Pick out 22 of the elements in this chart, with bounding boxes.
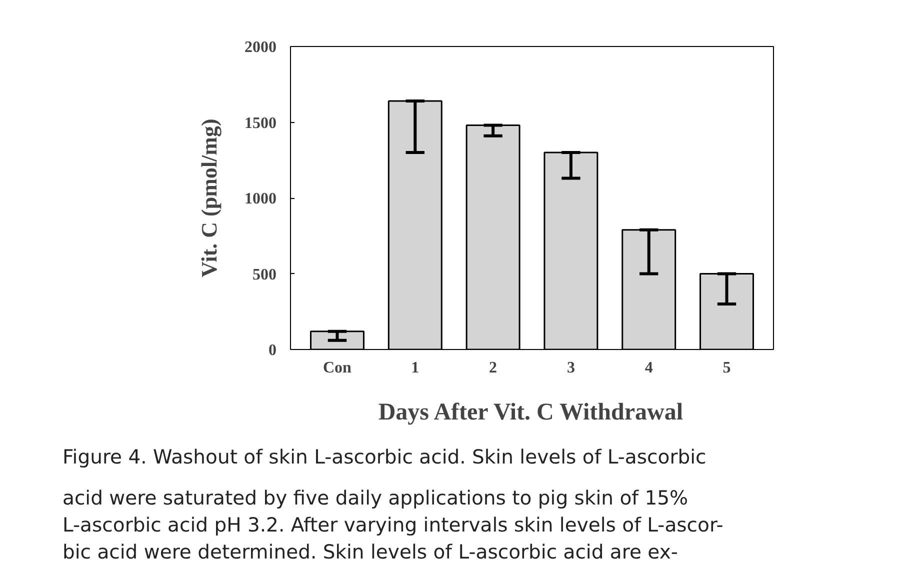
x-tick-label: 3 bbox=[566, 360, 575, 376]
y-tick-label: 1500 bbox=[244, 114, 276, 132]
x-axis-title: Days After Vit. C Withdrawal bbox=[378, 400, 684, 426]
caption: Figure 4. Washout of skin L-ascorbic acid. Skin levels of L-ascorbic bbox=[62, 446, 706, 468]
bar bbox=[388, 100, 442, 350]
x-tick-label: 4 bbox=[644, 360, 653, 376]
bar bbox=[700, 273, 754, 350]
y-tick-label: 2000 bbox=[244, 39, 276, 56]
y-tick-label: 1000 bbox=[244, 190, 276, 208]
text: acid were saturated by five daily applications to pig skin of 15% bbox=[62, 486, 688, 510]
x-tick-label: 5 bbox=[722, 360, 731, 376]
x-tick-label: 2 bbox=[489, 360, 498, 376]
text: bic acid were determined. Skin levels of L-ascorbic acid are ex- bbox=[62, 540, 678, 564]
bar bbox=[544, 152, 598, 350]
y-tick-label: 500 bbox=[252, 266, 276, 284]
text: L-ascorbic acid pH 3.2. After varying intervals skin levels of L-ascor- bbox=[62, 514, 724, 536]
bar bbox=[466, 124, 520, 350]
bar bbox=[622, 229, 676, 350]
x-tick-label: 1 bbox=[411, 360, 420, 376]
y-axis-title: Vit. C (pmol/mg) bbox=[196, 118, 222, 278]
x-tick-label: Con bbox=[323, 360, 352, 376]
y-tick-label: 0 bbox=[268, 342, 276, 359]
